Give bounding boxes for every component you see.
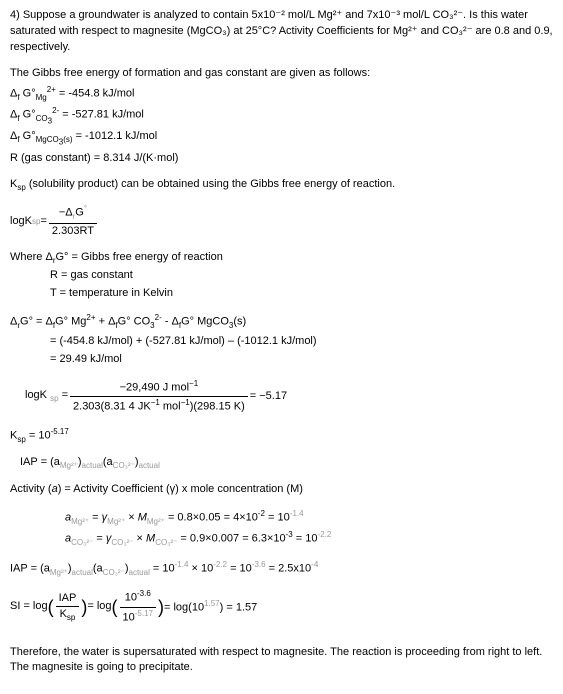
ksp-val: Ksp = 10-5.17 <box>10 426 553 445</box>
activity-note: Activity (a) = Activity Coefficient (γ) … <box>10 482 553 498</box>
act-mg: aMg²⁺ = γMg²⁺ × MMg²⁺ = 0.8×0.05 = 4×10-… <box>10 508 553 527</box>
logk-sub: sp <box>32 216 40 228</box>
si-f2d: 10-5.17 <box>120 608 156 627</box>
dg-l2: = (-454.8 kJ/mol) + (-527.81 kJ/mol) – (… <box>10 334 553 350</box>
logk-calc-rhs: = −5.17 <box>250 389 287 405</box>
logk-den: 2.303RT <box>49 224 97 240</box>
si-mid: = log <box>87 599 111 615</box>
paren-l1: ( <box>48 594 54 620</box>
si-frac1: IAP Ksp <box>56 591 80 625</box>
si-calc: SI = log ( IAP Ksp ) = log ( 10-3.6 10-5… <box>10 588 553 626</box>
logk-lhs: logK <box>10 214 32 230</box>
si-f1n: IAP <box>56 591 80 608</box>
dg-l1: ΔrG° = ΔfG° Mg2+ + ΔfG° CO32- - ΔfG° MgC… <box>10 312 553 331</box>
logk-calc-num: −29,490 J mol−1 <box>70 378 248 398</box>
given-section: The Gibbs free energy of formation and g… <box>10 66 553 167</box>
paren-l2: ( <box>112 594 118 620</box>
logk-num: −ΔrG° <box>49 203 97 223</box>
logk-calc-den: 2.303(8.31 4 JK−1 mol−1)(298.15 K) <box>70 397 248 416</box>
logk-frac: −ΔrG° 2.303RT <box>49 203 97 239</box>
ksp-note: Ksp (solubility product) can be obtained… <box>10 177 553 194</box>
si-f2n: 10-3.6 <box>120 588 156 608</box>
si-lhs: SI = log <box>10 599 48 615</box>
dg-l3: = 29.49 kJ/mol <box>10 352 553 368</box>
where-l3: T = temperature in Kelvin <box>10 286 553 302</box>
given-g-mg: Δf G°Mg2+ = -454.8 kJ/mol <box>10 84 553 103</box>
where-section: Where ΔrG° = Gibbs free energy of reacti… <box>10 250 553 303</box>
given-r: R (gas constant) = 8.314 J/(K·mol) <box>10 151 553 167</box>
conclusion: Therefore, the water is supersaturated w… <box>10 645 553 677</box>
logk-calc: logK sp = −29,490 J mol−1 2.303(8.31 4 J… <box>10 378 553 416</box>
si-f1d: Ksp <box>56 607 80 624</box>
where-l1: Where ΔrG° = Gibbs free energy of reacti… <box>10 250 553 267</box>
where-l2: R = gas constant <box>10 268 553 284</box>
given-g-mgco3: Δf G°MgCO3(s) = -1012.1 kJ/mol <box>10 129 553 148</box>
activity-calc: aMg²⁺ = γMg²⁺ × MMg²⁺ = 0.8×0.05 = 4×10-… <box>10 508 553 549</box>
iap-calc: IAP = (aMg²⁺)actual(aCO₃²⁻)actual = 10-1… <box>10 559 553 578</box>
iap-def: IAP = (aMg²⁺)actual(aCO₃²⁻)actual <box>10 455 553 472</box>
dg-section: ΔrG° = ΔfG° Mg2+ + ΔfG° CO32- - ΔfG° MgC… <box>10 312 553 367</box>
si-rhs: = log(101.57) = 1.57 <box>164 598 257 617</box>
logk-calc-frac: −29,490 J mol−1 2.303(8.31 4 JK−1 mol−1)… <box>70 378 248 416</box>
logk-calc-lhs: logK sp = <box>25 388 68 405</box>
act-co3: aCO₃²⁻ = γCO₃²⁻ × MCO₃²⁻ = 0.9×0.007 = 6… <box>10 529 553 548</box>
question-text: 4) Suppose a groundwater is analyzed to … <box>10 8 553 56</box>
logk-formula: logKsp = −ΔrG° 2.303RT <box>10 203 553 239</box>
given-intro: The Gibbs free energy of formation and g… <box>10 66 553 82</box>
logk-eq: = <box>40 214 46 230</box>
given-g-co3: Δf G°CO32- = -527.81 kJ/mol <box>10 105 553 127</box>
si-frac2: 10-3.6 10-5.17 <box>120 588 156 626</box>
